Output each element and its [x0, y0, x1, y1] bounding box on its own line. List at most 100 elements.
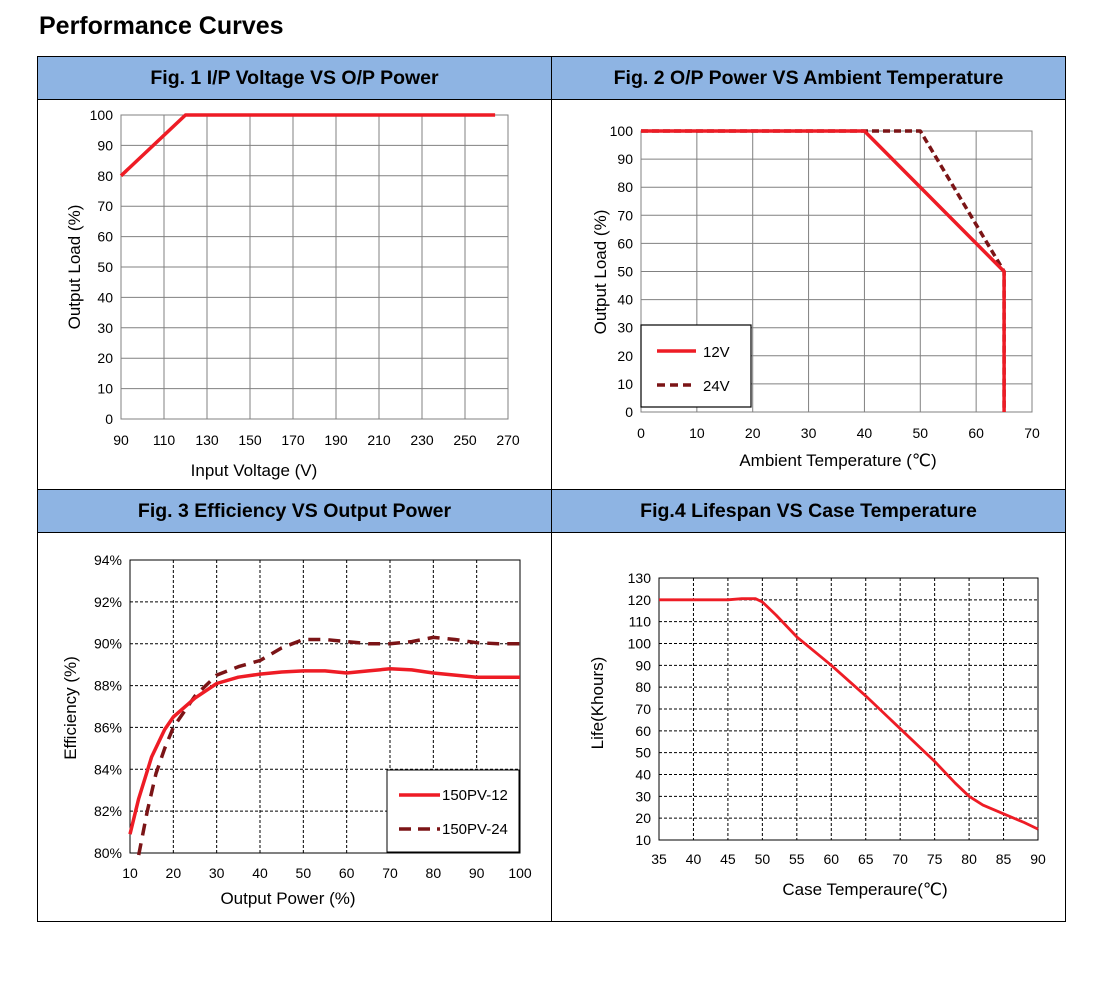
- y-tick-label: 60: [97, 229, 113, 245]
- y-tick-label: 0: [105, 411, 113, 427]
- fig2-cell: Fig. 2 O/P Power VS Ambient Temperature …: [552, 57, 1065, 489]
- series-line-12v: [641, 129, 1006, 412]
- x-tick-label: 190: [324, 432, 348, 448]
- x-axis-title: Input Voltage (V): [191, 461, 318, 480]
- y-tick-label: 60: [635, 723, 651, 739]
- y-tick-label: 94%: [94, 552, 122, 568]
- y-tick-label: 40: [97, 289, 113, 305]
- legend-label: 150PV-12: [442, 787, 508, 804]
- x-tick-label: 80: [426, 865, 442, 881]
- y-tick-label: 80: [97, 168, 113, 184]
- x-tick-label: 70: [382, 865, 398, 881]
- series-line-150pv-24: [136, 635, 520, 856]
- x-tick-label: 30: [801, 425, 817, 441]
- legend-box: [386, 769, 520, 853]
- y-tick-label: 90: [617, 151, 633, 167]
- legend-label: 12V: [703, 344, 730, 361]
- y-tick-label: 120: [628, 592, 652, 608]
- y-tick-label: 70: [97, 198, 113, 214]
- fig3-cell: Fig. 3 Efficiency VS Output Power 10 20 30…: [38, 490, 551, 921]
- y-axis-title: Life(Khours): [588, 657, 607, 750]
- y-axis-title: Efficiency (%): [61, 656, 80, 760]
- y-axis-title: Output Load (%): [65, 205, 84, 330]
- x-tick-label: 40: [686, 851, 702, 867]
- x-tick-label: 90: [469, 865, 485, 881]
- x-tick-label: 70: [892, 851, 908, 867]
- x-axis-title: Ambient Temperature (℃): [739, 451, 936, 470]
- x-tick-label: 90: [113, 432, 129, 448]
- y-tick-label: 10: [635, 832, 651, 848]
- y-tick-label: 0: [625, 404, 633, 420]
- y-tick-label: 100: [610, 123, 634, 139]
- fig1-title: Fig. 1 I/P Voltage VS O/P Power: [38, 57, 551, 100]
- x-tick-label: 40: [252, 865, 268, 881]
- charts-table: Fig. 1 I/P Voltage VS O/P Power 90 110 130…: [37, 56, 1066, 922]
- x-tick-label: 60: [968, 425, 984, 441]
- fig2-chart: 0 10 20 30 40 50 60 70 0 10 20 30 40 50 60 70 80 90 100 Amb…: [591, 123, 1040, 470]
- y-tick-label: 100: [90, 107, 114, 123]
- x-tick-label: 100: [508, 865, 532, 881]
- y-tick-label: 110: [629, 614, 652, 630]
- x-tick-label: 75: [927, 851, 943, 867]
- series-line-life: [659, 597, 1039, 831]
- plot-frame: [658, 577, 1039, 841]
- legend-label: 24V: [703, 378, 730, 395]
- x-tick-label: 90: [1030, 851, 1046, 867]
- x-tick-label: 10: [689, 425, 705, 441]
- x-tick-label: 230: [410, 432, 434, 448]
- x-tick-label: 20: [745, 425, 761, 441]
- x-tick-label: 10: [122, 865, 138, 881]
- legend-box: [640, 324, 752, 408]
- y-tick-label: 100: [628, 636, 652, 652]
- fig1-chart: 90 110 130 150 170 190 210 230 250 270 0 10 20 30 40 50…: [65, 107, 520, 480]
- x-tick-label: 20: [166, 865, 182, 881]
- y-tick-label: 20: [97, 350, 113, 366]
- y-tick-label: 50: [635, 745, 651, 761]
- fig4-cell: Fig.4 Lifespan VS Case Temperature 35 40 4…: [552, 490, 1065, 921]
- table-divider-horizontal: [38, 489, 1065, 490]
- x-tick-label: 65: [858, 851, 874, 867]
- fig1-cell: Fig. 1 I/P Voltage VS O/P Power 90 110 130…: [38, 57, 551, 489]
- y-tick-label: 70: [617, 207, 633, 223]
- x-tick-label: 55: [789, 851, 805, 867]
- y-tick-label: 90: [97, 137, 113, 153]
- y-tick-label: 86%: [94, 719, 122, 735]
- page-title: Performance Curves: [39, 12, 284, 40]
- y-tick-label: 80%: [94, 845, 122, 861]
- x-tick-label: 110: [153, 432, 176, 448]
- y-tick-label: 20: [635, 810, 651, 826]
- fig4-chart: 35 40 45 50 55 60 65 70 75 80 85 90 10 20 30 40 50 60 70 80…: [588, 570, 1046, 899]
- y-tick-label: 30: [617, 320, 633, 336]
- x-tick-label: 40: [857, 425, 873, 441]
- x-tick-label: 50: [755, 851, 771, 867]
- y-tick-label: 130: [628, 570, 652, 586]
- y-tick-label: 84%: [94, 761, 122, 777]
- y-tick-label: 82%: [94, 803, 122, 819]
- x-tick-label: 60: [339, 865, 355, 881]
- x-tick-label: 35: [651, 851, 667, 867]
- x-tick-label: 270: [496, 432, 520, 448]
- y-tick-label: 70: [635, 701, 651, 717]
- y-tick-label: 40: [635, 767, 651, 783]
- x-axis-title: Output Power (%): [220, 889, 355, 908]
- y-tick-label: 92%: [94, 594, 122, 610]
- x-tick-label: 30: [209, 865, 225, 881]
- y-tick-label: 50: [617, 264, 633, 280]
- y-tick-label: 60: [617, 235, 633, 251]
- x-tick-label: 50: [912, 425, 928, 441]
- fig4-title: Fig.4 Lifespan VS Case Temperature: [552, 490, 1065, 533]
- x-tick-label: 0: [637, 425, 645, 441]
- y-tick-label: 40: [617, 292, 633, 308]
- y-tick-label: 80: [635, 679, 651, 695]
- y-tick-label: 30: [97, 320, 113, 336]
- y-tick-label: 80: [617, 179, 633, 195]
- fig3-chart: 10 20 30 40 50 60 70 80 90 100 80% 82% 84% 86% 88% 90% 9…: [61, 552, 532, 908]
- x-axis-title: Case Temperaure(℃): [782, 880, 947, 899]
- legend-label: 150PV-24: [442, 821, 508, 838]
- fig2-title: Fig. 2 O/P Power VS Ambient Temperature: [552, 57, 1065, 100]
- y-tick-label: 90%: [94, 636, 122, 652]
- y-axis-title: Output Load (%): [591, 210, 610, 335]
- series-line-load: [119, 113, 496, 178]
- y-tick-label: 90: [635, 657, 651, 673]
- plot-frame: [129, 559, 521, 854]
